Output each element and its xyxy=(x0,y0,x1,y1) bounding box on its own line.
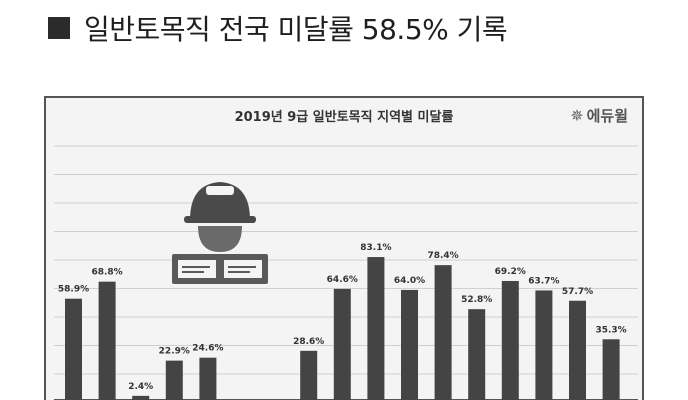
bar-chart: 58.9%68.8% 2.4% 22.9% 24.6% 28.6% 64.6% 83.1% 6… xyxy=(54,145,638,400)
bars xyxy=(65,257,620,400)
bar-16 xyxy=(602,339,620,400)
data-label-3: 22.9% xyxy=(159,347,190,357)
bar-9 xyxy=(367,257,385,400)
bullet-square-icon xyxy=(48,17,70,39)
data-label-16: 35.3% xyxy=(595,325,626,335)
data-label-4: 24.6% xyxy=(192,344,223,354)
bar-14 xyxy=(535,290,553,400)
chart-title: 2019년 9급 일반토목직 지역별 미달률 xyxy=(234,110,454,125)
data-label-2: 2.4% xyxy=(128,382,153,392)
construction-worker-icon xyxy=(172,182,268,284)
sunburst-icon: ✵ xyxy=(570,106,584,125)
headline-text: 일반토목직 전국 미달률 58.5% 기록 xyxy=(84,13,508,46)
bar-13 xyxy=(501,280,519,400)
data-label-8: 64.6% xyxy=(327,275,358,285)
bar-10 xyxy=(401,289,418,400)
chart-frame: 58.9% 68.8% 2.4% 22.9% 24.6% 28.6% 64.6% 83.1% 6… xyxy=(44,96,644,400)
data-label-13: 69.2% xyxy=(495,267,526,277)
bar-12 xyxy=(468,309,486,400)
bar-7 xyxy=(300,350,318,400)
data-label-7: 28.6% xyxy=(293,337,324,347)
data-label-15: 57.7% xyxy=(562,287,593,297)
bar-15 xyxy=(569,300,586,400)
brand-logo: ✵ 에듀윌 xyxy=(570,105,628,126)
data-label-1: 68.8% xyxy=(91,268,122,278)
bar-3 xyxy=(165,360,183,400)
data-label-0: 58.9% xyxy=(58,285,89,295)
bar-4 xyxy=(199,357,217,400)
data-label-9: 83.1% xyxy=(360,243,391,253)
bar-0 xyxy=(65,298,82,400)
data-labels: 58.9%68.8% 2.4% 22.9% 24.6% 28.6% 64.6% 83.1% 6… xyxy=(58,243,627,392)
data-label-12: 52.8% xyxy=(461,295,492,305)
data-label-14: 63.7% xyxy=(528,276,559,286)
data-label-11: 78.4% xyxy=(427,251,458,261)
headline: 일반토목직 전국 미달률 58.5% 기록 xyxy=(48,8,508,48)
bar-1 xyxy=(98,281,116,400)
bar-8 xyxy=(333,288,351,400)
data-label-10: 64.0% xyxy=(394,276,425,286)
bar-11 xyxy=(434,265,452,400)
bar-2 xyxy=(132,395,150,400)
brand-text: 에듀윌 xyxy=(586,107,628,125)
